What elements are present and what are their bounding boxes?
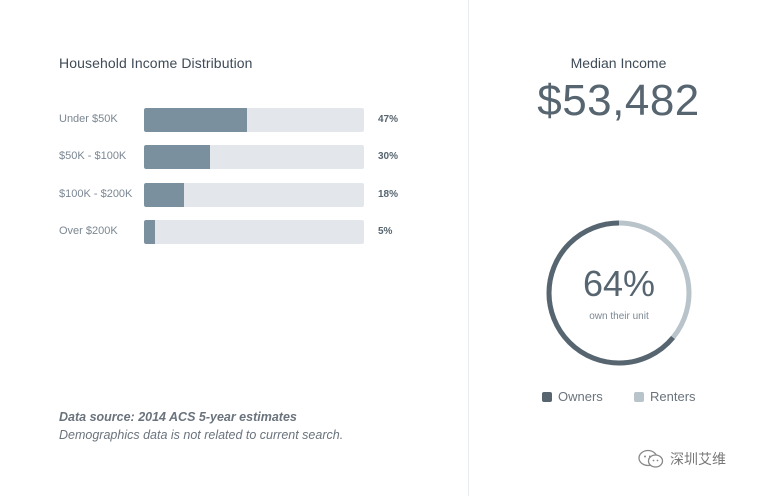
- income-distribution-title: Household Income Distribution: [59, 55, 253, 71]
- income-row-percent: 47%: [378, 114, 399, 125]
- income-bar-fill: [144, 220, 155, 244]
- legend-owners-label: Owners: [558, 389, 603, 404]
- income-row-under-50k: Under $50K 47%: [59, 108, 419, 132]
- income-bar-track: [144, 183, 364, 207]
- income-bar-track: [144, 145, 364, 169]
- median-income-label: Median Income: [570, 55, 667, 71]
- income-row-50k-100k: $50K - $100K 30%: [59, 145, 419, 169]
- income-row-label: Over $200K: [59, 225, 118, 237]
- income-row-label: $50K - $100K: [59, 150, 127, 162]
- chat-bubbles-icon: [638, 449, 664, 468]
- income-bar-track: [144, 108, 364, 132]
- income-row-percent: 30%: [378, 151, 399, 162]
- income-bar-fill: [144, 183, 184, 207]
- income-bar-track: [144, 220, 364, 244]
- donut-owners-arc: [546, 220, 692, 366]
- ownership-caption: own their unit: [589, 311, 649, 322]
- ownership-donut-chart: [546, 220, 692, 366]
- median-income-value: $53,482: [537, 76, 700, 125]
- income-row-100k-200k: $100K - $200K 18%: [59, 183, 419, 207]
- legend-owners: Owners: [542, 389, 603, 405]
- income-bar-fill: [144, 108, 248, 132]
- renters-swatch: [634, 391, 644, 402]
- watermark-text: 深圳艾维: [670, 451, 726, 467]
- income-row-percent: 18%: [378, 189, 399, 200]
- income-row-percent: 5%: [378, 226, 393, 237]
- income-row-over-200k: Over $200K 5%: [59, 220, 419, 244]
- legend-renters-label: Renters: [650, 389, 696, 404]
- income-bar-fill: [144, 145, 210, 169]
- legend-renters: Renters: [634, 389, 696, 405]
- ownership-percent: 64%: [582, 263, 656, 304]
- owners-swatch: [542, 391, 552, 402]
- income-row-label: Under $50K: [59, 113, 118, 125]
- data-source-note: Data source: 2014 ACS 5-year estimates: [59, 410, 297, 424]
- demographics-disclaimer: Demographics data is not related to curr…: [59, 428, 344, 442]
- income-row-label: $100K - $200K: [59, 188, 133, 200]
- panel-divider: [468, 0, 469, 496]
- watermark: 深圳艾维: [638, 449, 726, 469]
